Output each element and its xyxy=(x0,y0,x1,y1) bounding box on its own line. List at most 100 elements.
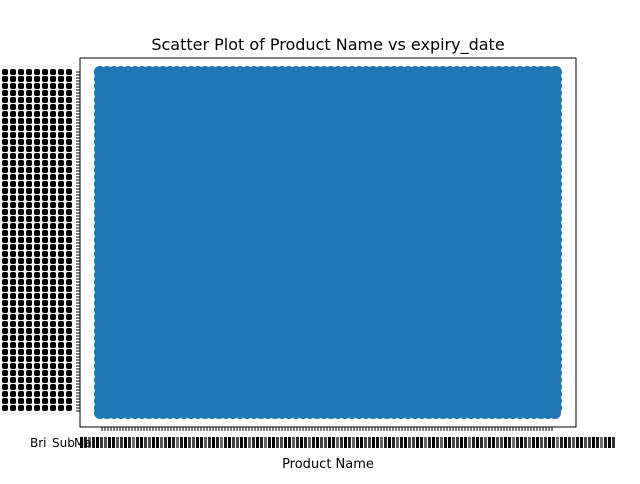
y-tick-label-glyph xyxy=(2,272,8,278)
y-tick-label-glyph xyxy=(50,146,56,152)
x-tick-label-glyph xyxy=(96,437,99,448)
y-tick-label-glyph xyxy=(42,335,48,341)
x-tick-label-glyph xyxy=(484,437,487,448)
x-tick-label-glyph xyxy=(140,437,143,448)
y-tick-label-glyph xyxy=(10,356,16,362)
x-tick-label-glyph xyxy=(104,437,107,448)
y-tick-label-glyph xyxy=(66,125,72,131)
y-tick-label-glyph xyxy=(18,223,24,229)
x-tick-label-glyph xyxy=(312,437,315,448)
y-tick-label-glyph xyxy=(66,314,72,320)
y-tick-label-glyph xyxy=(42,195,48,201)
y-tick-label-glyph xyxy=(58,286,64,292)
y-tick-label-glyph xyxy=(26,202,32,208)
y-tick-label-glyph xyxy=(58,111,64,117)
x-axis-ticks: BriSubMa xyxy=(30,427,615,450)
y-tick-label-glyph xyxy=(18,76,24,82)
y-tick-label-glyph xyxy=(58,202,64,208)
y-tick-label-glyph xyxy=(58,97,64,103)
y-tick-label-glyph xyxy=(18,286,24,292)
y-tick-label-glyph xyxy=(18,405,24,411)
y-tick-label-glyph xyxy=(58,139,64,145)
y-tick-label-glyph xyxy=(10,279,16,285)
y-tick-label-glyph xyxy=(34,377,40,383)
x-tick-label-glyph xyxy=(320,437,323,448)
y-tick-label-glyph xyxy=(66,300,72,306)
y-tick-label-glyph xyxy=(66,356,72,362)
y-tick-label-glyph xyxy=(34,328,40,334)
y-tick-label-glyph xyxy=(66,342,72,348)
y-tick-label-glyph xyxy=(50,279,56,285)
y-tick-label-glyph xyxy=(10,258,16,264)
y-tick-label-glyph xyxy=(2,230,8,236)
y-tick-label-glyph xyxy=(42,321,48,327)
y-tick-label-glyph xyxy=(2,265,8,271)
y-tick-label-glyph xyxy=(42,328,48,334)
y-tick-label-glyph xyxy=(18,328,24,334)
y-tick-label-glyph xyxy=(18,237,24,243)
y-tick-label-glyph xyxy=(50,265,56,271)
y-tick-label-glyph xyxy=(26,160,32,166)
y-tick-label-glyph xyxy=(34,97,40,103)
y-tick-label-glyph xyxy=(42,209,48,215)
x-tick-label-glyph xyxy=(512,437,515,448)
y-tick-label-glyph xyxy=(26,230,32,236)
y-tick-label-glyph xyxy=(50,69,56,75)
chart-title: Scatter Plot of Product Name vs expiry_d… xyxy=(151,35,504,55)
y-tick-label-glyph xyxy=(42,279,48,285)
y-tick-label-glyph xyxy=(26,370,32,376)
x-tick-label-glyph xyxy=(576,437,579,448)
y-tick-label-glyph xyxy=(2,160,8,166)
y-tick-label-glyph xyxy=(58,307,64,313)
y-tick-label-glyph xyxy=(50,118,56,124)
x-tick-label-glyph xyxy=(308,437,311,448)
x-tick-label-glyph xyxy=(364,437,367,448)
y-tick-label-glyph xyxy=(50,370,56,376)
y-tick-label-glyph xyxy=(42,370,48,376)
y-tick-label-glyph xyxy=(42,160,48,166)
y-tick-label-glyph xyxy=(2,216,8,222)
y-tick-label-glyph xyxy=(34,314,40,320)
y-tick-label-glyph xyxy=(26,118,32,124)
y-tick-label-glyph xyxy=(10,314,16,320)
y-tick-label-glyph xyxy=(2,139,8,145)
y-tick-label-glyph xyxy=(26,328,32,334)
y-tick-label-glyph xyxy=(50,195,56,201)
y-tick-label-glyph xyxy=(2,342,8,348)
y-tick-label-glyph xyxy=(10,125,16,131)
y-tick-label-glyph xyxy=(58,181,64,187)
y-tick-label-glyph xyxy=(50,251,56,257)
y-tick-label-glyph xyxy=(66,76,72,82)
y-tick-label-glyph xyxy=(18,370,24,376)
x-tick-label-glyph xyxy=(160,437,163,448)
y-tick-label-glyph xyxy=(42,188,48,194)
x-tick-label-glyph xyxy=(192,437,195,448)
x-tick-label-glyph xyxy=(424,437,427,448)
y-tick-label-glyph xyxy=(58,335,64,341)
y-tick-label-glyph xyxy=(26,363,32,369)
y-tick-label-glyph xyxy=(2,258,8,264)
y-tick-label-glyph xyxy=(10,398,16,404)
x-tick-label-glyph xyxy=(432,437,435,448)
y-tick-label-glyph xyxy=(26,349,32,355)
y-tick-label-glyph xyxy=(42,104,48,110)
y-tick-label-glyph xyxy=(34,76,40,82)
y-tick-label-glyph xyxy=(42,377,48,383)
y-tick-label-glyph xyxy=(34,216,40,222)
y-tick-label-glyph xyxy=(26,181,32,187)
y-tick-label-glyph xyxy=(34,384,40,390)
x-tick-label-glyph xyxy=(88,437,91,448)
y-tick-label-glyph xyxy=(58,370,64,376)
y-tick-label-glyph xyxy=(50,230,56,236)
x-tick-label-glyph xyxy=(200,437,203,448)
y-tick-label-glyph xyxy=(10,132,16,138)
y-tick-label-glyph xyxy=(10,216,16,222)
y-tick-label-glyph xyxy=(2,391,8,397)
y-tick-label-glyph xyxy=(50,223,56,229)
y-tick-label-glyph xyxy=(26,174,32,180)
x-tick-label-glyph xyxy=(296,437,299,448)
y-tick-label-glyph xyxy=(10,265,16,271)
y-tick-label-glyph xyxy=(42,139,48,145)
y-tick-label-glyph xyxy=(50,181,56,187)
x-tick-label-glyph xyxy=(100,437,103,448)
